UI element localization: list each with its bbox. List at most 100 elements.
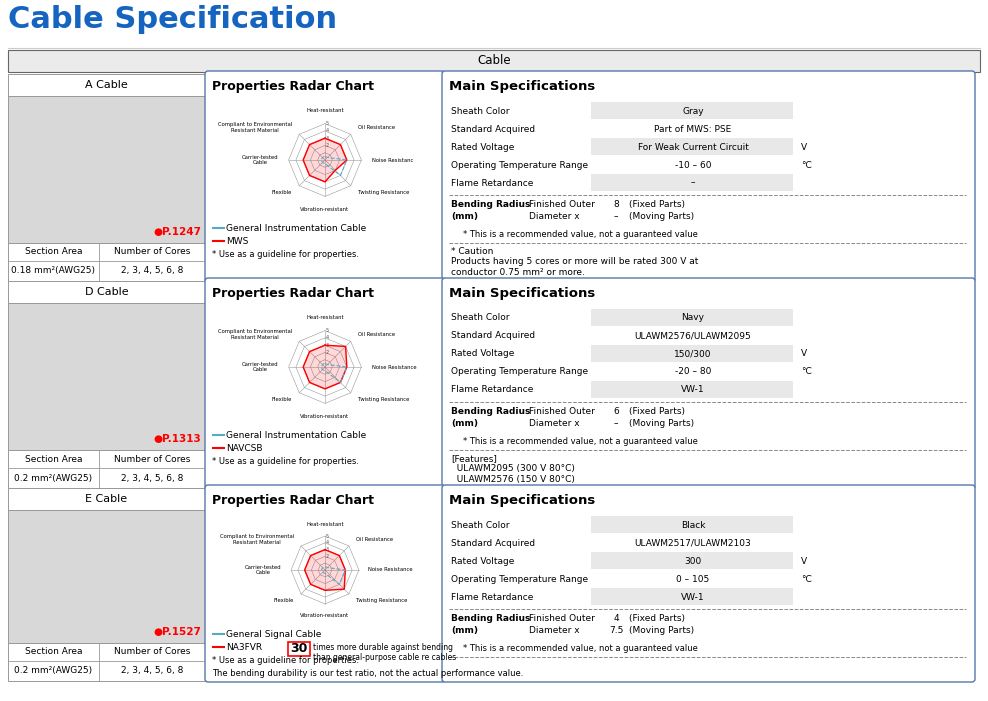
Text: 4: 4 <box>326 335 329 341</box>
Text: V: V <box>801 142 807 151</box>
Text: Black: Black <box>681 521 705 529</box>
Bar <box>8 96 205 243</box>
Bar <box>591 120 793 137</box>
FancyBboxPatch shape <box>442 485 975 682</box>
Text: * This is a recommended value, not a guaranteed value: * This is a recommended value, not a gua… <box>463 230 698 239</box>
Text: 2: 2 <box>326 554 329 559</box>
Text: Navy: Navy <box>682 313 704 322</box>
Text: (Moving Parts): (Moving Parts) <box>629 626 695 635</box>
Bar <box>8 488 205 510</box>
Text: 30: 30 <box>290 642 307 655</box>
Bar <box>8 50 980 72</box>
Text: Finished Outer: Finished Outer <box>529 200 595 209</box>
Text: (mm): (mm) <box>451 419 478 428</box>
Text: Compliant to Environmental
Resistant Material: Compliant to Environmental Resistant Mat… <box>217 122 292 132</box>
Text: D Cable: D Cable <box>85 287 128 297</box>
Bar <box>591 345 793 362</box>
FancyBboxPatch shape <box>205 278 445 489</box>
Text: Gray: Gray <box>682 107 703 116</box>
Text: [Features]
  ULAWM2095 (300 V 80°C)
  ULAWM2576 (150 V 80°C): [Features] ULAWM2095 (300 V 80°C) ULAWM2… <box>451 454 575 484</box>
Text: 5: 5 <box>326 533 329 538</box>
Text: (Fixed Parts): (Fixed Parts) <box>629 407 685 416</box>
Text: * Use as a guideline for properties.: * Use as a guideline for properties. <box>212 250 359 259</box>
Bar <box>591 363 793 380</box>
Text: Compliant to Environmental
Resistant Material: Compliant to Environmental Resistant Mat… <box>220 534 294 545</box>
Text: ●P.1247: ●P.1247 <box>153 227 201 237</box>
Text: (Fixed Parts): (Fixed Parts) <box>629 200 685 209</box>
Text: Flexible: Flexible <box>272 397 292 402</box>
Text: Standard Acquired: Standard Acquired <box>451 538 535 547</box>
Text: Heat-resistant: Heat-resistant <box>306 109 344 114</box>
Text: General Instrumentation Cable: General Instrumentation Cable <box>226 224 367 233</box>
Text: times more durable against bending
than general-purpose cable re cables: times more durable against bending than … <box>313 643 456 662</box>
Text: 5: 5 <box>326 121 329 126</box>
Bar <box>8 450 205 488</box>
Text: * This is a recommended value, not a guaranteed value: * This is a recommended value, not a gua… <box>463 437 698 446</box>
Bar <box>8 243 205 281</box>
Text: Oil Resistance: Oil Resistance <box>356 537 393 542</box>
Bar <box>8 74 205 96</box>
Text: ULAWM2576/ULAWM2095: ULAWM2576/ULAWM2095 <box>634 332 752 341</box>
Polygon shape <box>304 550 346 590</box>
Text: Vibration-resistant: Vibration-resistant <box>300 613 350 618</box>
Text: Rated Voltage: Rated Voltage <box>451 557 515 566</box>
Bar <box>591 381 793 398</box>
Text: Section Area: Section Area <box>25 247 82 257</box>
Text: Operating Temperature Range: Operating Temperature Range <box>451 367 588 376</box>
Text: Twisting Resistance: Twisting Resistance <box>358 397 409 402</box>
Text: Operating Temperature Range: Operating Temperature Range <box>451 575 588 583</box>
Text: ●P.1527: ●P.1527 <box>153 627 201 637</box>
Text: Oil Resistance: Oil Resistance <box>358 125 395 130</box>
FancyBboxPatch shape <box>205 71 445 282</box>
Text: Oil Resistance: Oil Resistance <box>358 332 395 336</box>
Text: 4: 4 <box>614 614 618 623</box>
Text: Cable: Cable <box>477 55 511 67</box>
Text: 2, 3, 4, 5, 6, 8: 2, 3, 4, 5, 6, 8 <box>121 266 183 275</box>
Bar <box>591 309 793 326</box>
Text: –: – <box>614 419 618 428</box>
Text: °C: °C <box>801 367 812 376</box>
Bar <box>591 570 793 587</box>
Text: Carrier-tested
Cable: Carrier-tested Cable <box>245 564 282 576</box>
Text: 2: 2 <box>326 350 329 355</box>
Polygon shape <box>303 345 347 389</box>
Text: MWS: MWS <box>226 237 248 246</box>
Bar <box>591 516 793 533</box>
Text: For Weak Current Circuit: For Weak Current Circuit <box>637 142 749 151</box>
Text: Standard Acquired: Standard Acquired <box>451 332 535 341</box>
Text: Flame Retardance: Flame Retardance <box>451 592 534 601</box>
Text: Properties Radar Chart: Properties Radar Chart <box>212 80 374 93</box>
Text: 3: 3 <box>326 547 329 552</box>
Text: Diameter x: Diameter x <box>529 626 580 635</box>
Bar <box>591 102 793 119</box>
Text: Heat-resistant: Heat-resistant <box>306 315 344 320</box>
Text: 5: 5 <box>326 328 329 333</box>
Text: (Fixed Parts): (Fixed Parts) <box>629 614 685 623</box>
Text: VW-1: VW-1 <box>681 386 704 395</box>
Bar <box>591 174 793 191</box>
FancyBboxPatch shape <box>205 485 445 682</box>
Polygon shape <box>303 138 347 182</box>
Text: Carrier-tested
Cable: Carrier-tested Cable <box>242 362 279 372</box>
Text: Sheath Color: Sheath Color <box>451 107 510 116</box>
FancyBboxPatch shape <box>442 278 975 489</box>
Text: 8: 8 <box>614 200 618 209</box>
Text: 0.2 mm²(AWG25): 0.2 mm²(AWG25) <box>14 473 92 482</box>
Text: NAVCSB: NAVCSB <box>226 444 263 454</box>
Text: (Moving Parts): (Moving Parts) <box>629 419 695 428</box>
Text: 2, 3, 4, 5, 6, 8: 2, 3, 4, 5, 6, 8 <box>121 473 183 482</box>
Text: V: V <box>801 557 807 566</box>
Text: (mm): (mm) <box>451 626 478 635</box>
Text: 0.18 mm²(AWG25): 0.18 mm²(AWG25) <box>11 266 95 275</box>
Text: Vibration-resistant: Vibration-resistant <box>300 414 350 418</box>
Text: Rated Voltage: Rated Voltage <box>451 142 515 151</box>
Text: Properties Radar Chart: Properties Radar Chart <box>212 494 374 507</box>
Text: °C: °C <box>801 161 812 170</box>
Text: Number of Cores: Number of Cores <box>114 454 190 463</box>
Bar <box>8 643 205 681</box>
Text: 0 – 105: 0 – 105 <box>677 575 709 583</box>
Text: 4: 4 <box>326 128 329 133</box>
Text: The bending durability is our test ratio, not the actual performance value.: The bending durability is our test ratio… <box>212 669 524 678</box>
Text: Sheath Color: Sheath Color <box>451 521 510 529</box>
Text: -10 – 60: -10 – 60 <box>675 161 711 170</box>
